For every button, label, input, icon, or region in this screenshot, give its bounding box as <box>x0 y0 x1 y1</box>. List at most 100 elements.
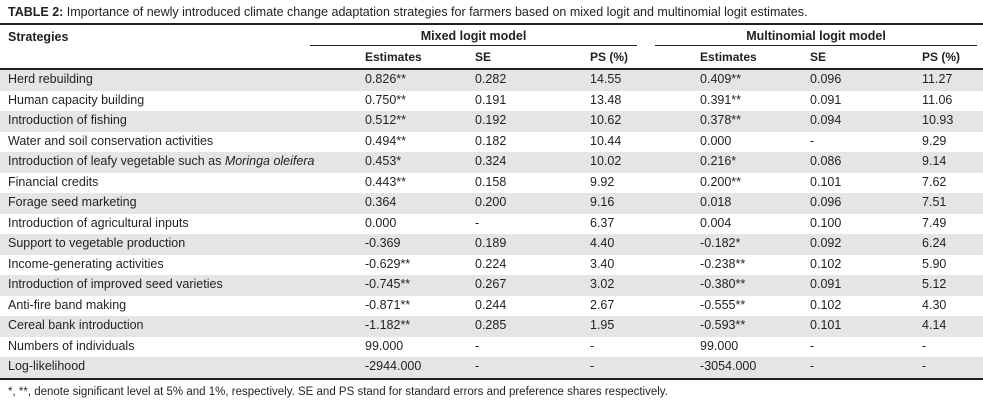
table-row: Forage seed marketing 0.364 0.200 9.16 0… <box>0 193 983 214</box>
column-header-multinomial-ps: PS (%) <box>914 46 983 70</box>
mixed-se-cell: 0.244 <box>475 297 507 312</box>
mixed-ps-cell: 10.44 <box>590 133 622 148</box>
group-header-mixed-logit: Mixed logit model <box>310 25 692 46</box>
mixed-se-cell: - <box>475 215 480 230</box>
mixed-se-cell: 0.192 <box>475 113 507 127</box>
multinomial-estimates-cell: 0.378** <box>700 113 742 127</box>
multinomial-estimates-cell: 0.409** <box>700 72 742 86</box>
multinomial-se-cell: 0.102 <box>810 256 842 271</box>
mixed-estimates-cell: 0.826** <box>365 72 407 86</box>
mixed-se-cell: - <box>475 338 480 353</box>
multinomial-se-cell: 0.101 <box>810 174 842 189</box>
sub-header-row: Estimates SE PS (%) Estimates SE PS (%) <box>0 46 983 70</box>
multinomial-ps-cell: 11.06 <box>922 92 953 107</box>
mixed-estimates-cell: 0.453* <box>365 154 402 168</box>
table-row: Cereal bank introduction -1.182** 0.285 … <box>0 316 983 337</box>
multinomial-estimates-cell: -0.182* <box>700 236 741 250</box>
mixed-estimates-cell: -0.629** <box>365 256 411 271</box>
group-header-mixed-logit-label: Mixed logit model <box>310 29 638 46</box>
table-caption-text: Importance of newly introduced climate c… <box>63 5 808 19</box>
mixed-ps-cell: 2.67 <box>590 297 615 312</box>
mixed-se-cell: 0.267 <box>475 277 507 291</box>
multinomial-ps-cell: - <box>914 357 983 380</box>
strategy-cell: Introduction of agricultural inputs <box>8 215 189 230</box>
mixed-ps-cell: 10.02 <box>590 154 622 168</box>
mixed-estimates-cell: -0.871** <box>365 297 411 312</box>
multinomial-ps-cell: 9.14 <box>922 154 947 168</box>
multinomial-se-cell: 0.100 <box>810 215 842 230</box>
mixed-estimates-cell: 0.494** <box>365 133 407 148</box>
multinomial-estimates-cell: -3054.000 <box>692 357 803 380</box>
multinomial-se-cell: 0.091 <box>810 92 842 107</box>
column-header-strategies: Strategies <box>0 25 357 70</box>
mixed-se-cell: 0.282 <box>475 72 507 86</box>
mixed-ps-cell: 6.37 <box>590 215 615 230</box>
mixed-se-cell: 0.200 <box>475 195 507 209</box>
strategy-cell: Introduction of fishing <box>8 113 127 127</box>
multinomial-se-cell: 0.102 <box>810 297 842 312</box>
table-row: Human capacity building 0.750** 0.191 13… <box>0 91 983 112</box>
multinomial-ps-cell: 9.29 <box>922 133 947 148</box>
multinomial-estimates-cell: -0.555** <box>700 297 746 312</box>
mixed-ps-cell: 3.40 <box>590 256 615 271</box>
multinomial-estimates-cell: -0.380** <box>700 277 746 291</box>
table-row: Water and soil conservation activities 0… <box>0 132 983 153</box>
table-row: Log-likelihood -2944.000 - - -3054.000 -… <box>0 357 983 380</box>
multinomial-estimates-cell: 0.018 <box>700 195 732 209</box>
group-header-row: Strategies Mixed logit model Multinomial… <box>0 25 983 70</box>
table-row: Income-generating activities -0.629** 0.… <box>0 255 983 276</box>
table-caption: TABLE 2: Importance of newly introduced … <box>0 0 983 25</box>
column-header-mixed-estimates: Estimates <box>357 46 467 70</box>
column-header-multinomial-se: SE <box>802 46 915 70</box>
mixed-ps-cell: 4.40 <box>590 236 615 250</box>
multinomial-se-cell: 0.101 <box>810 318 842 332</box>
strategy-cell: Log-likelihood <box>0 357 357 380</box>
table-body: Herd rebuilding 0.826** 0.282 14.55 0.40… <box>0 69 983 380</box>
table-row: Financial credits 0.443** 0.158 9.92 0.2… <box>0 173 983 194</box>
group-header-multinomial-logit-label: Multinomial logit model <box>655 29 978 46</box>
mixed-estimates-cell: 0.750** <box>365 92 407 107</box>
strategy-cell: Financial credits <box>8 174 99 189</box>
column-header-mixed-se: SE <box>467 46 582 70</box>
multinomial-ps-cell: 4.30 <box>922 297 947 312</box>
table-row: Support to vegetable production -0.369 0… <box>0 234 983 255</box>
multinomial-se-cell: 0.086 <box>810 154 842 168</box>
strategy-cell: Anti-fire band making <box>8 297 127 312</box>
mixed-se-cell: 0.285 <box>475 318 507 332</box>
strategy-cell: Herd rebuilding <box>8 72 93 86</box>
mixed-estimates-cell: 0.364 <box>365 195 397 209</box>
multinomial-se-cell: 0.091 <box>810 277 842 291</box>
table-caption-label: TABLE 2: <box>8 5 64 19</box>
mixed-estimates-cell: -2944.000 <box>357 357 467 380</box>
mixed-ps-cell: 9.16 <box>590 195 615 209</box>
mixed-ps-cell: 1.95 <box>590 318 615 332</box>
table-row: Introduction of improved seed varieties … <box>0 275 983 296</box>
strategy-cell: Support to vegetable production <box>8 236 186 250</box>
multinomial-se-cell: - <box>810 133 815 148</box>
mixed-estimates-cell: 99.000 <box>365 338 404 353</box>
mixed-se-cell: 0.158 <box>475 174 507 189</box>
mixed-ps-cell: 9.92 <box>590 174 615 189</box>
table-row: Introduction of agricultural inputs 0.00… <box>0 214 983 235</box>
group-header-multinomial-logit: Multinomial logit model <box>655 25 983 46</box>
multinomial-ps-cell: 7.62 <box>922 174 947 189</box>
mixed-ps-cell: 13.48 <box>590 92 622 107</box>
column-header-mixed-ps: PS (%) <box>582 46 693 70</box>
mixed-ps-cell: 10.62 <box>590 113 622 127</box>
mixed-se-cell: 0.189 <box>475 236 507 250</box>
strategy-cell: Water and soil conservation activities <box>8 133 214 148</box>
multinomial-estimates-cell: 0.004 <box>700 215 732 230</box>
multinomial-ps-cell: 5.90 <box>922 256 947 271</box>
mixed-se-cell: 0.182 <box>475 133 507 148</box>
mixed-se-cell: - <box>467 357 582 380</box>
multinomial-estimates-cell: -0.593** <box>700 318 746 332</box>
strategy-cell: Forage seed marketing <box>8 195 137 209</box>
multinomial-se-cell: - <box>802 357 915 380</box>
multinomial-ps-cell: 7.49 <box>922 215 947 230</box>
mixed-se-cell: 0.324 <box>475 154 507 168</box>
mixed-estimates-cell: 0.443** <box>365 174 407 189</box>
mixed-se-cell: 0.224 <box>475 256 507 271</box>
multinomial-se-cell: - <box>810 338 815 353</box>
results-table: Strategies Mixed logit model Multinomial… <box>0 25 983 380</box>
strategy-cell: Introduction of leafy vegetable such as … <box>8 154 315 168</box>
